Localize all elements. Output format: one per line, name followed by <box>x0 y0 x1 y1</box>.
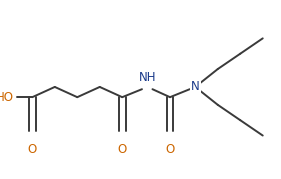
Text: O: O <box>28 143 37 156</box>
Text: N: N <box>191 80 200 93</box>
Text: O: O <box>118 143 127 156</box>
Text: NH: NH <box>139 71 156 84</box>
Text: HO: HO <box>0 91 14 104</box>
Text: O: O <box>166 143 175 156</box>
